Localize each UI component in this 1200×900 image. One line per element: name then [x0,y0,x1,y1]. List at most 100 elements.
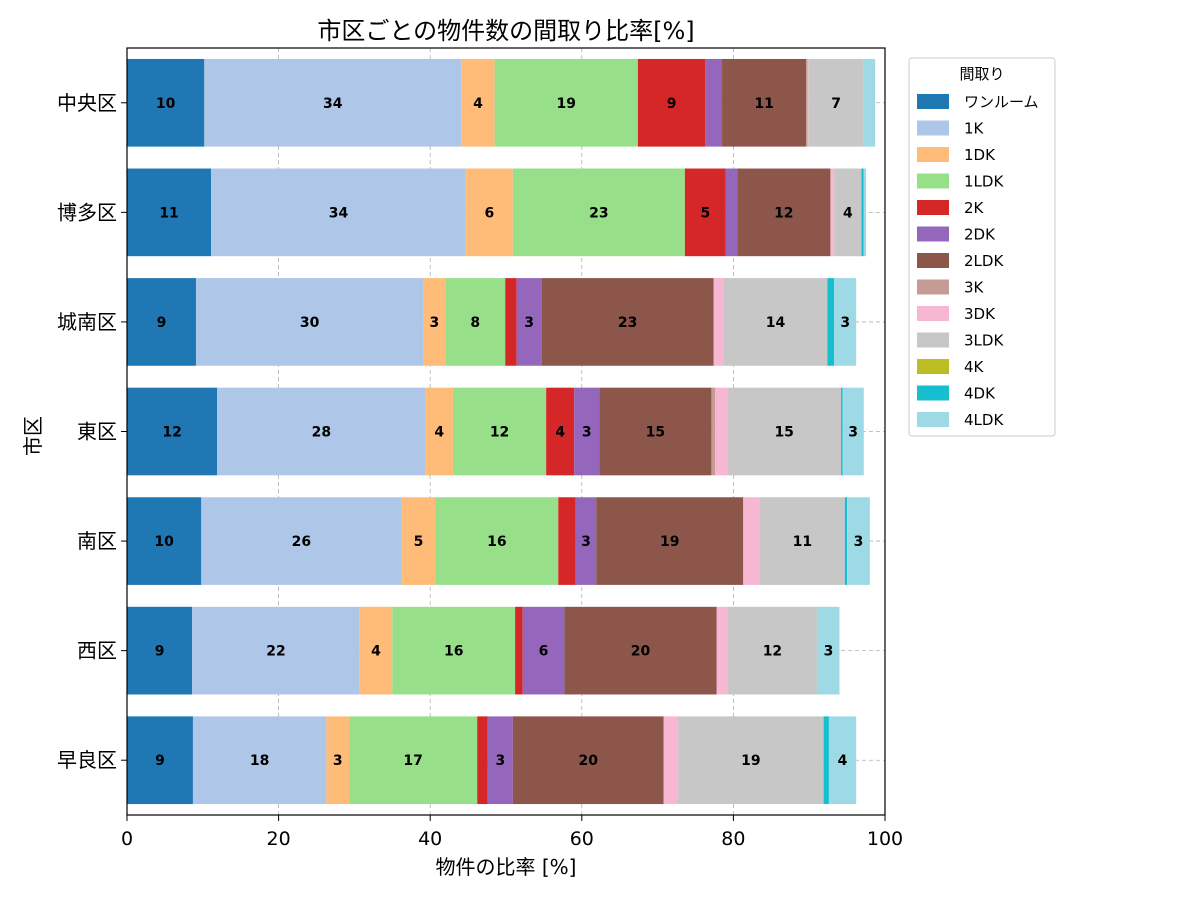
bar-segment [834,168,862,257]
bar-value-label: 20 [579,753,599,769]
bar-value-label: 14 [766,315,786,331]
legend-swatch [917,226,949,242]
legend-frame [908,57,1056,437]
bar-value-label: 6 [539,644,549,660]
bar-segment [727,387,842,476]
bar-segment [574,387,600,476]
y-tick-label: 東区 [77,420,117,444]
bar-value-label: 11 [754,96,773,112]
bar-value-label: 4 [371,644,381,660]
bar-value-label: 4 [555,425,565,441]
bar-value-label: 10 [154,534,174,550]
bar-segment [211,168,466,257]
bar-segment [827,278,835,366]
bar-segment [830,168,835,257]
legend-swatch [917,147,949,162]
bar-segment [359,606,393,695]
bar-segment [445,278,506,366]
legend-swatch [917,200,949,215]
bar-segment [546,387,575,476]
bar-segment [711,387,716,476]
legend-swatch [917,173,949,189]
legend-swatch [917,120,949,136]
bar-value-label: 3 [495,753,505,769]
bar-segment [844,497,848,585]
bar-segment [823,716,829,805]
bar-value-label: 4 [473,96,483,112]
bar-segment [423,278,446,366]
legend: 間取り ワンルーム 1K 1DK 1LDK 2K 2DK 2LDK 3K 3DK 3LDK 4K 4D… [908,57,1056,437]
bar-segment [599,387,712,476]
legend-label: 2K [964,199,985,217]
bar-value-label: 3 [581,534,591,550]
bar-value-label: 11 [159,205,178,221]
bar-segment [678,716,824,805]
bar-value-label: 3 [333,753,343,769]
legend-swatch [917,279,949,295]
bar-value-label: 19 [660,534,679,550]
chart-title: 市区ごとの物件数の間取り比率[%] [317,17,694,45]
bar-segment [127,278,196,366]
y-tick-label: 早良区 [57,748,117,772]
bar-segment [722,58,807,147]
legend-swatch [917,332,949,348]
bar-segment [192,716,327,805]
bar-segment [127,606,193,695]
legend-items: ワンルーム 1K 1DK 1LDK 2K 2DK 2LDK 3K 3DK 3LDK 4K 4DK 4LD… [917,93,1039,429]
legend-label: 1K [964,120,985,138]
legend-label: 3K [964,279,985,297]
bar-segment [512,716,664,805]
bar-segment [127,497,202,585]
bar-value-label: 19 [741,753,760,769]
bar-value-label: 3 [848,425,858,441]
bar-segment [713,278,724,366]
legend-label: 4LDK [964,411,1004,429]
bar-segment [806,58,808,147]
x-tick-label: 80 [721,828,745,850]
bar-segment [127,58,205,147]
bar-value-label: 7 [831,96,841,112]
legend-swatch [917,412,949,427]
bar-segment [494,58,638,147]
bar-value-label: 5 [700,205,710,221]
bar-segment [841,387,843,476]
bar-segment [596,497,744,585]
bar-value-label: 3 [524,315,534,331]
bar-segment [564,606,717,695]
bar-value-label: 10 [156,96,176,112]
bar-value-label: 9 [155,753,165,769]
x-tick-label: 100 [867,828,903,850]
bar-segment [401,497,436,585]
y-tick-label: 博多区 [57,200,117,224]
bar-segment [834,278,857,366]
bar-segment [425,387,453,476]
y-axis-label: 市区 [21,416,45,456]
bar-segment [477,716,488,805]
bar-value-label: 3 [429,315,439,331]
bar-value-label: 3 [582,425,592,441]
bar-segment [575,497,597,585]
y-tick-label: 南区 [77,529,117,553]
bar-value-label: 34 [329,205,349,221]
bar-value-label: 19 [557,96,576,112]
bar-segment [863,58,876,147]
bar-segment [435,497,559,585]
bar-segment [817,606,840,695]
bar-value-label: 17 [403,753,422,769]
bar-segment [705,58,723,147]
bar-segment [861,168,864,257]
x-tick-label: 20 [267,828,291,850]
legend-label: 1DK [964,146,996,164]
bar-segment [541,278,714,366]
bar-segment [217,387,426,476]
bar-segment [715,387,728,476]
legend-label: 3LDK [964,332,1004,350]
bar-value-label: 23 [618,315,637,331]
bar-segment [516,278,542,366]
bar-segment [863,168,867,257]
bar-segment [522,606,565,695]
bar-segment [807,58,809,147]
x-tick-label: 0 [121,828,133,850]
bar-segment [127,168,212,257]
bar-segment [558,497,576,585]
